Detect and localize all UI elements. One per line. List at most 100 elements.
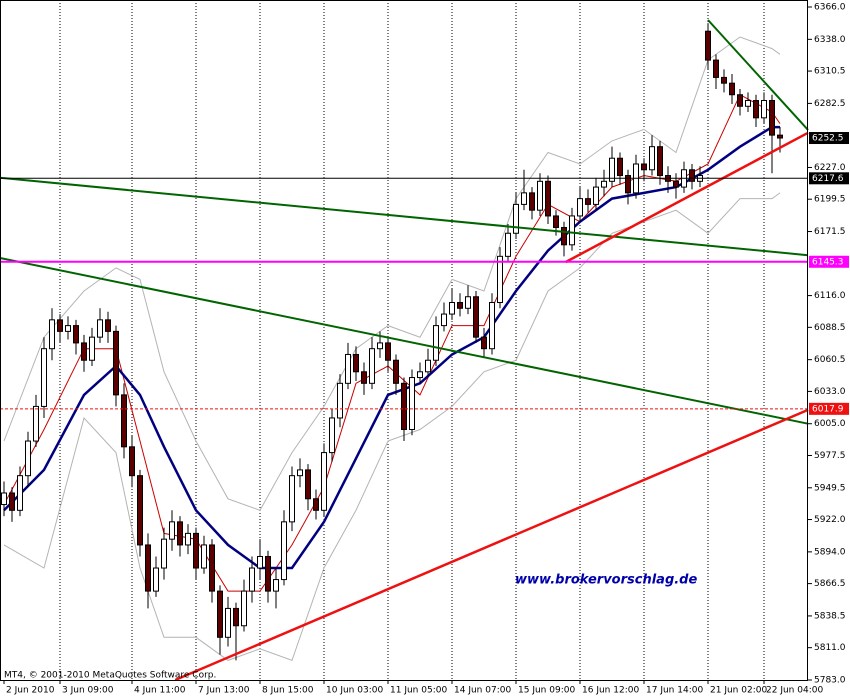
- candle-body: [769, 100, 775, 136]
- candle-body: [601, 180, 607, 188]
- candle-body: [649, 146, 655, 171]
- candle-body: [673, 180, 679, 188]
- trendline: [707, 19, 809, 131]
- indicator-line: [3, 36, 781, 511]
- x-tick-label: 10 Jun 03:00: [326, 686, 383, 696]
- y-tick-label: 6227.0: [814, 163, 846, 173]
- candle-body: [17, 475, 23, 511]
- candle-body: [89, 336, 95, 361]
- candle-body: [321, 452, 327, 511]
- candle-body: [441, 313, 447, 327]
- candle-body: [745, 100, 751, 107]
- candle-body: [377, 342, 383, 350]
- x-tick-label: 7 Jun 13:00: [198, 686, 250, 696]
- candle-body: [1, 492, 7, 506]
- candle-body: [81, 342, 87, 361]
- candle-body: [537, 180, 543, 211]
- y-tick-label: 6005.0: [814, 419, 846, 429]
- candle-body: [553, 215, 559, 228]
- candle-body: [513, 203, 519, 234]
- candle-body: [241, 590, 247, 627]
- y-tick-label: 6282.5: [814, 99, 846, 109]
- price-label-box: [809, 255, 849, 268]
- candle-body: [169, 521, 175, 540]
- candle-body: [361, 371, 367, 384]
- candle-body: [577, 198, 583, 217]
- y-tick-label: 6116.0: [814, 291, 846, 301]
- candle-body: [265, 555, 271, 592]
- y-tick-label: 6060.5: [814, 355, 846, 365]
- candle-body: [425, 359, 431, 373]
- candle-body: [217, 590, 223, 638]
- candle-body: [25, 440, 31, 477]
- x-tick-label: 15 Jun 09:00: [518, 686, 575, 696]
- candle-body: [201, 544, 207, 569]
- y-tick-label: 6366.0: [814, 3, 846, 13]
- candle-body: [521, 192, 527, 205]
- candle-body: [97, 319, 103, 338]
- candle-body: [9, 492, 15, 511]
- y-tick-label: 6199.5: [814, 195, 846, 205]
- candle-body: [209, 544, 215, 592]
- candle-body: [57, 319, 63, 332]
- y-tick-label: 5977.5: [814, 451, 846, 461]
- x-tick-label: 17 Jun 14:00: [646, 686, 703, 696]
- y-tick-label: 5838.5: [814, 611, 846, 621]
- candle-body: [137, 475, 143, 546]
- trendline: [174, 408, 809, 682]
- x-tick-label: 14 Jun 07:00: [454, 686, 511, 696]
- price-label: 6252.5: [812, 134, 844, 144]
- candle-body: [313, 498, 319, 511]
- candle-body: [353, 353, 359, 373]
- candle-body: [257, 555, 263, 569]
- candle-body: [73, 325, 79, 344]
- candle-body: [161, 538, 167, 569]
- candle-body: [401, 382, 407, 431]
- y-tick-label: 6033.0: [814, 387, 846, 397]
- candle-body: [473, 296, 479, 338]
- candle-body: [489, 302, 495, 350]
- watermark: www.brokervorschlag.de: [515, 573, 697, 588]
- y-tick-label: 5783.0: [814, 676, 846, 686]
- x-tick-label: 3 Jun 09:00: [62, 686, 114, 696]
- candle-body: [617, 157, 623, 177]
- candle-body: [329, 417, 335, 454]
- candle-body: [449, 302, 455, 315]
- candle-body: [233, 607, 239, 627]
- plot-frame: [0, 0, 808, 681]
- x-tick-label: 4 Jun 11:00: [134, 686, 186, 696]
- price-label: 6217.6: [812, 174, 844, 184]
- y-tick-label: 6171.5: [814, 227, 846, 237]
- candle-body: [385, 342, 391, 361]
- candle-body: [41, 348, 47, 407]
- candle-body: [65, 325, 71, 332]
- candle-body: [113, 330, 119, 396]
- copyright: MT4, © 2001-2010 MetaQuotes Software Cor…: [4, 671, 216, 681]
- price-label: 6145.3: [812, 257, 844, 267]
- candle-body: [705, 30, 711, 61]
- candle-body: [185, 532, 191, 546]
- candle-body: [33, 405, 39, 442]
- price-label-box: [809, 402, 849, 415]
- candle-body: [249, 567, 255, 592]
- x-tick-label: 2 Jun 2010: [6, 686, 55, 696]
- plot-area: [0, 0, 809, 682]
- candle-body: [481, 336, 487, 350]
- candle-body: [433, 325, 439, 361]
- candle-body: [105, 319, 111, 332]
- candle-body: [721, 76, 727, 84]
- y-tick-label: 6310.5: [814, 67, 846, 77]
- x-tick-label: 21 Jun 02:00: [710, 686, 767, 696]
- candle-body: [689, 169, 695, 182]
- candle-body: [121, 394, 127, 448]
- trendline: [0, 257, 809, 425]
- candle-body: [457, 302, 463, 309]
- candle-body: [289, 475, 295, 523]
- candle-body: [713, 59, 719, 78]
- y-tick-label: 5949.5: [814, 483, 846, 493]
- candle-body: [417, 371, 423, 379]
- candle-body: [225, 607, 231, 638]
